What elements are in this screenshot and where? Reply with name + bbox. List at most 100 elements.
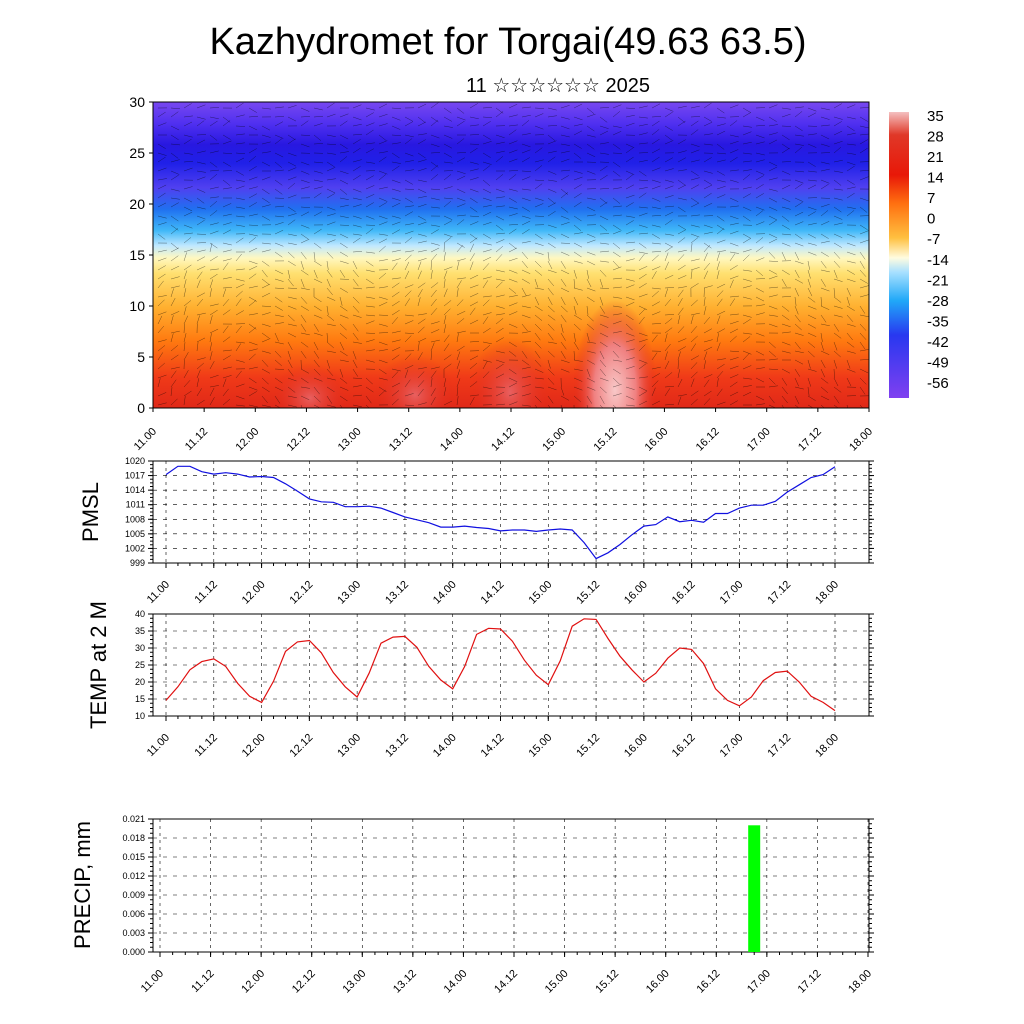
wind-barb [287,404,297,408]
wind-barb [716,363,725,370]
wind-barb [417,133,427,136]
wind-barb [638,212,648,217]
wind-barb [547,332,554,341]
wind-barb [560,260,566,269]
x-tick-label: 16.12 [694,426,722,454]
wind-barb [482,263,490,271]
wind-barb [534,203,544,208]
wind-barb [222,120,231,127]
wind-barb [313,296,322,303]
wind-barb [300,116,311,118]
wind-barb [690,243,693,253]
wind-barb [742,336,751,343]
wind-barb [560,116,570,120]
wind-barb [651,138,660,145]
wind-barb [313,341,319,351]
y-tick-label: 1014 [125,485,145,495]
wind-barb [560,332,566,341]
wind-barb [573,287,583,291]
wind-barb [430,224,440,227]
wind-barb [430,289,437,298]
wind-barb [508,224,519,226]
wind-barb [521,350,528,359]
wind-barb [846,233,856,238]
wind-barb [677,338,687,343]
wind-barb [170,134,179,141]
wind-barb [222,152,233,154]
wind-barb [573,350,575,361]
wind-barb [820,124,830,127]
wind-barb [833,395,840,404]
wind-barb [677,179,686,186]
wind-barb [313,186,323,190]
wind-barb [443,237,452,244]
x-tick-label: 13.12 [383,579,411,607]
wind-barb [222,161,231,167]
wind-barb [547,341,557,344]
wind-barb [521,359,530,366]
wind-barb [794,332,804,336]
x-tick-label: 12.12 [290,968,318,996]
pmsl-series [165,465,836,560]
wind-barb [846,161,856,166]
wind-barb [495,337,504,343]
wind-barb [326,134,336,137]
wind-barb [417,342,420,352]
wind-barb [391,354,400,361]
wind-barb [534,395,542,403]
wind-barb [274,134,284,139]
wind-barb [339,143,348,150]
wind-barb [677,120,686,127]
wind-barb [417,297,421,307]
wind-barb [651,387,656,397]
wind-barb [404,320,414,325]
y-tick-label: 40 [135,609,145,619]
wind-barb [534,107,545,109]
wind-barb [365,349,375,352]
wind-barb [326,178,336,181]
wind-barb [183,333,187,343]
wind-barb [586,170,596,175]
wind-barb [391,152,400,159]
wind-barb [482,316,489,325]
wind-barb [430,242,440,246]
wind-barb [794,359,804,365]
wind-barb [248,327,257,334]
wind-barb [287,138,296,145]
wind-barb [482,152,491,158]
wind-barb [599,305,606,314]
y-tick-label: 25 [135,660,145,670]
wind-barb [365,161,375,164]
wind-barb [573,215,582,222]
wind-barb [261,249,271,253]
wind-barb [833,140,843,145]
wind-barb [326,404,336,408]
wind-barb [703,374,713,379]
wind-barb [378,386,387,393]
wind-barb [300,143,310,148]
wind-barb [248,107,257,113]
wind-barb [352,385,362,388]
wind-barb [534,287,544,290]
wind-barb [534,197,544,201]
wind-barb [625,377,636,379]
wind-barb [482,371,490,379]
wind-barb [248,285,258,289]
wind-barb [859,133,869,136]
wind-barb [742,350,752,355]
wind-barb [820,314,827,323]
wind-barb [170,297,176,307]
wind-barb [664,179,674,183]
wind-barb [781,107,791,110]
wind-barb [664,274,674,280]
wind-barb [274,359,282,367]
wind-barb [495,196,505,199]
wind-barb [222,229,232,235]
wind-barb [235,310,244,316]
wind-barb [456,203,466,208]
wind-barb [664,111,673,118]
wind-barb [820,323,830,327]
wind-barb [274,152,284,158]
wind-barb [443,152,453,158]
wind-barb [326,188,336,194]
